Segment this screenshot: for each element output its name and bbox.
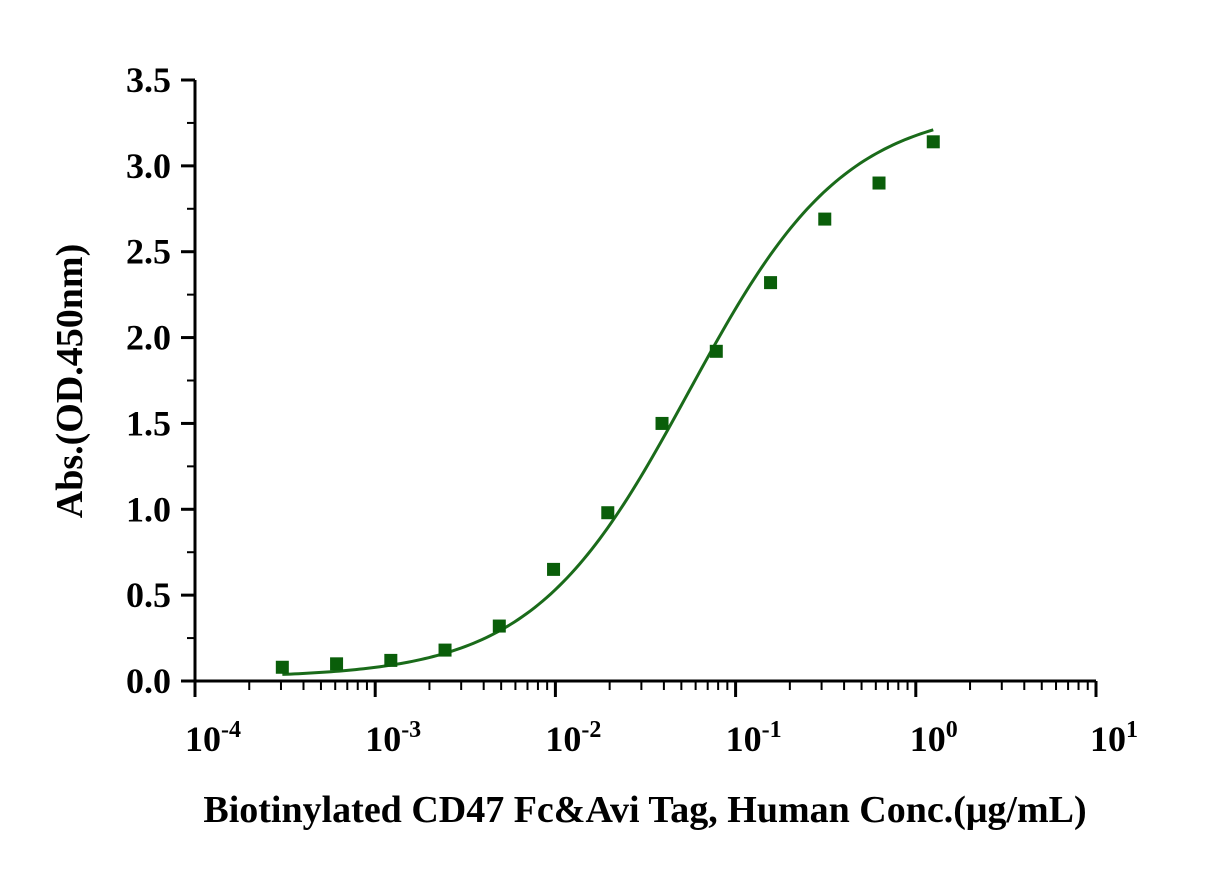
data-point [818,212,832,226]
x-ticks: 10-4 10-3 10-2 10-1 100 101 [185,681,1138,759]
data-point [438,643,452,657]
y-tick-label: 3.5 [126,60,171,100]
data-point [926,135,940,149]
data-point [764,276,778,290]
y-axis-title: Abs.(OD.450nm) [49,244,91,518]
data-point [709,344,723,358]
data-point [872,176,886,190]
data-point [384,653,398,667]
x-tick-label: 10-2 [545,717,601,759]
x-tick-label: 101 [1090,717,1138,759]
y-tick-label: 0.5 [126,575,171,615]
y-tick-label: 1.0 [126,489,171,529]
y-tick-label: 2.0 [126,318,171,358]
y-tick-label: 3.0 [126,146,171,186]
data-point [330,657,344,671]
x-axis-title: Biotinylated CD47 Fc&Avi Tag, Human Conc… [203,789,1086,831]
fit-curve-layer [282,128,934,676]
data-point [275,660,289,674]
data-points [275,135,940,674]
y-tick-label: 2.5 [126,232,171,272]
x-tick-label: 10-3 [365,717,421,759]
y-tick-label: 0.0 [126,661,171,701]
x-tick-label: 100 [910,717,958,759]
data-point [547,562,561,576]
y-axis: 0.0 0.5 1.0 1.5 2.0 2.5 3.0 3.5 [126,60,197,701]
fit-curve [282,128,934,676]
data-point [655,416,669,430]
data-point [601,506,615,520]
x-axis: 10-4 10-3 10-2 10-1 100 101 [185,679,1138,759]
data-point [492,619,506,633]
y-tick-label: 1.5 [126,403,171,443]
y-ticks: 0.0 0.5 1.0 1.5 2.0 2.5 3.0 3.5 [126,60,195,701]
x-tick-label: 10-1 [726,717,782,759]
x-tick-label: 10-4 [185,717,241,759]
